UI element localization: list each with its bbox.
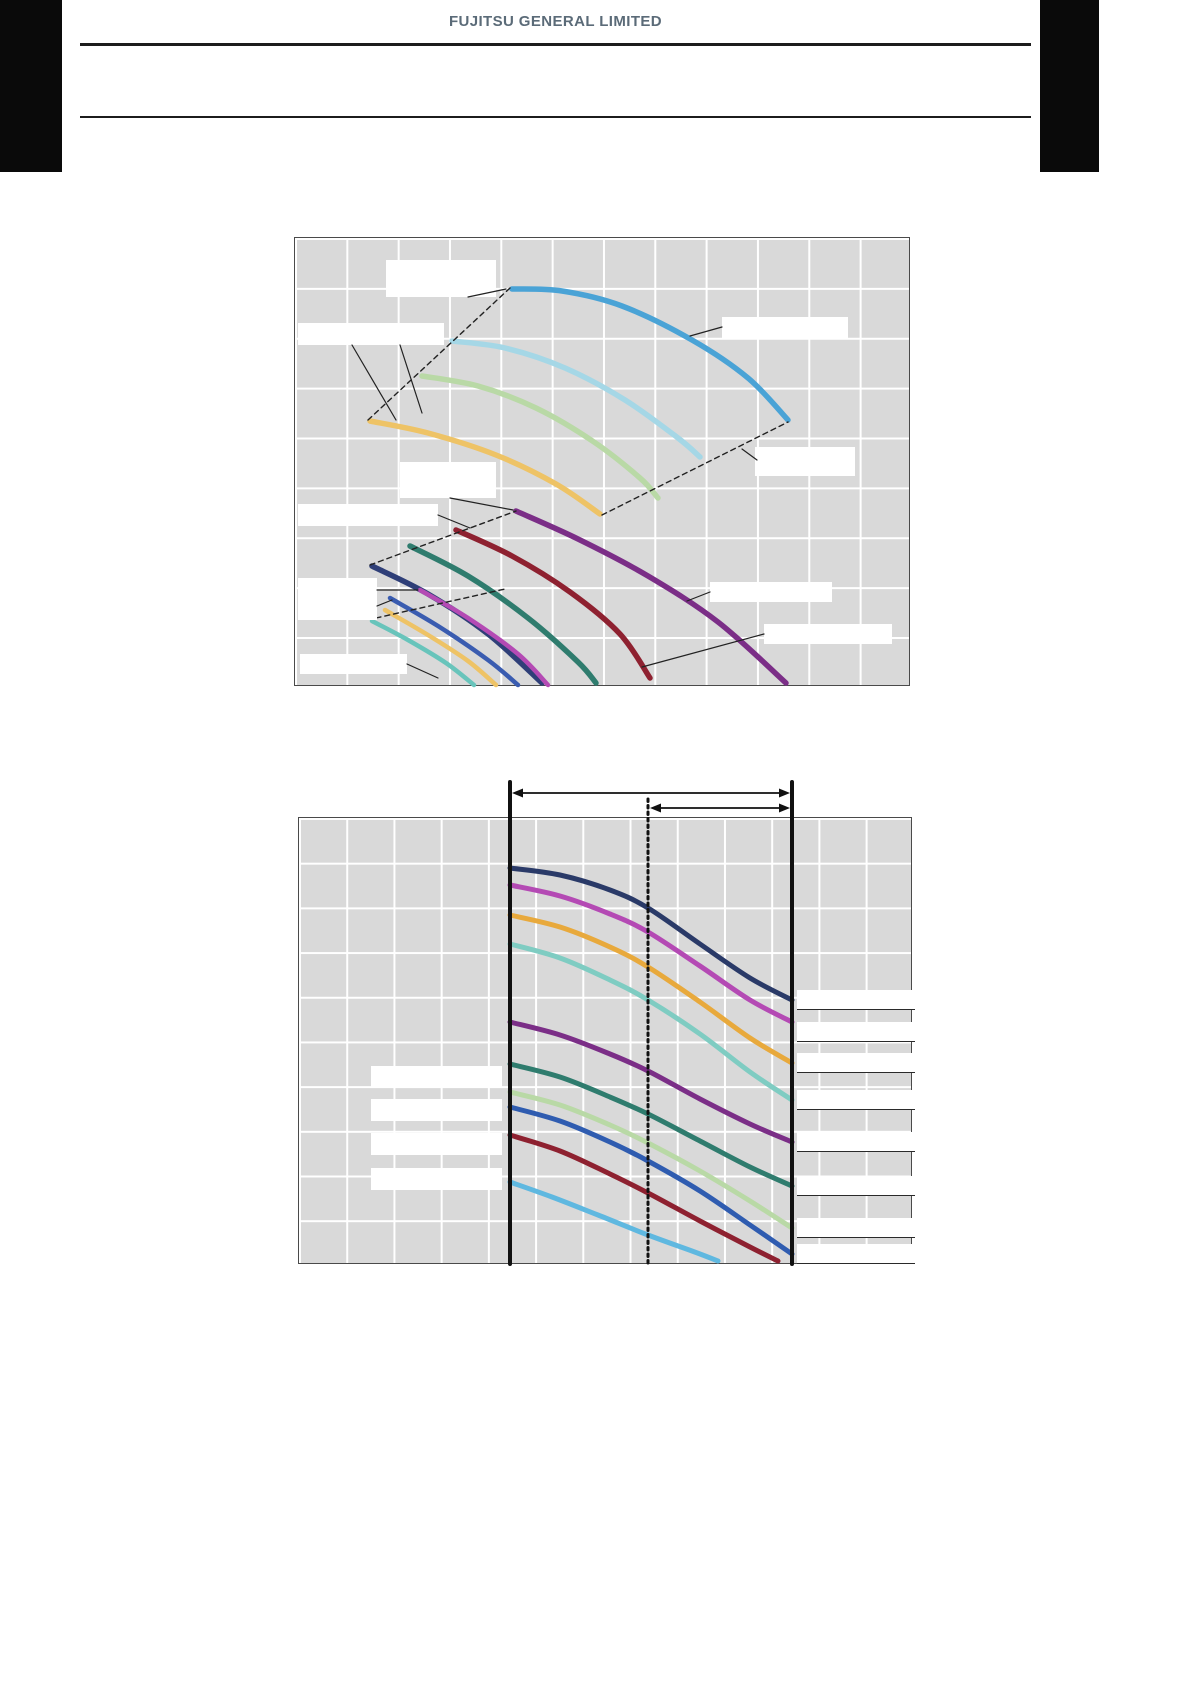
chart1-callout-label-7 [710, 582, 832, 602]
chart1-leader-line-0 [467, 288, 507, 298]
header-rule-top [80, 43, 1031, 46]
chart2-fan-curve-teal [507, 1061, 795, 1189]
chart1-leader-line-1 [351, 344, 397, 421]
chart1-cluster-curve-amber [382, 607, 499, 688]
chart2-fan-curve-orange [507, 912, 795, 1066]
chart2-callout-label-0 [371, 1066, 502, 1088]
chart1-callout-label-6 [298, 578, 377, 620]
chart1-callout-label-1 [298, 323, 444, 345]
chart2-range-arrow-1 [650, 803, 790, 813]
chart1-upper-curve-pale-cyan [449, 338, 703, 460]
chart1-callout-label-3 [755, 447, 855, 476]
chart2-fan-curve-blue [507, 1104, 795, 1257]
chart1-cluster-curve-magenta [417, 587, 551, 688]
chart1-upper-curve-pale-green [419, 373, 661, 501]
chart1-dashed-line-1 [601, 421, 789, 516]
chart1-dashed-line-0 [367, 287, 511, 421]
chart2-fan-curve-pale-green [507, 1089, 795, 1231]
chart2-grid [298, 817, 912, 1264]
chart2-callout-label-9 [797, 1176, 915, 1196]
chart1-leader-line-9 [686, 591, 711, 602]
chart2-callout-label-5 [797, 1022, 915, 1042]
chart1-callout-label-9 [300, 654, 407, 674]
chart2-range-arrow-0-head-0 [512, 788, 523, 798]
chart2-callout-label-1 [371, 1099, 502, 1121]
chart1-cluster-curve-blue [387, 595, 521, 688]
chart2-fan-curve-magenta [507, 882, 795, 1025]
chart1-callout-label-4 [400, 462, 496, 498]
chart1-dashed-line-3 [375, 588, 506, 619]
header-rule-bottom [80, 116, 1031, 118]
chart1-leader-line-11 [406, 663, 439, 679]
chart2-fan-curve-navy [507, 865, 795, 1003]
chart1-dashed-line-2 [369, 510, 517, 566]
chart1-callout-label-8 [764, 624, 892, 644]
chart2-callout-label-11 [797, 1244, 915, 1264]
chart2-callout-label-10 [797, 1218, 915, 1238]
chart1-upper-curve-blue [509, 286, 791, 423]
chart2-range-arrow-1-head-0 [650, 803, 661, 813]
chart1-lower-curve-navy [369, 563, 545, 686]
chart1-leader-line-3 [689, 326, 723, 337]
chart2-fan-curve-dark-red [507, 1132, 781, 1264]
chart2-callout-label-8 [797, 1132, 915, 1152]
chart1-leader-line-5 [449, 497, 514, 511]
chart1-leader-line-10 [641, 633, 765, 668]
chart2-range-arrow-0-head-1 [779, 788, 790, 798]
chart1-lower-curve-dark-red [453, 527, 653, 681]
page-corner-block-right [1040, 0, 1099, 172]
chart1-lower-curve-teal [407, 543, 599, 686]
chart1-callout-label-2 [722, 317, 848, 339]
chart2-callout-label-2 [371, 1133, 502, 1155]
chart2-fan-curve-light-blue [507, 1179, 721, 1264]
chart1-grid [294, 237, 910, 686]
chart1-leader-line-8 [376, 599, 393, 607]
company-header: FUJITSU GENERAL LIMITED [448, 13, 663, 30]
chart2-fan-curve-purple [507, 1019, 795, 1145]
chart1-callout-label-5 [298, 504, 438, 526]
chart2-range-arrow-1-head-1 [779, 803, 790, 813]
chart2-callout-label-7 [797, 1090, 915, 1110]
chart1-leader-line-2 [399, 344, 423, 414]
chart2-callout-label-3 [371, 1168, 502, 1190]
chart2-callout-label-4 [797, 990, 915, 1010]
page-corner-block-left [0, 0, 62, 172]
chart1-cluster-curve-light-teal [369, 618, 477, 688]
chart1-upper-curve-amber [367, 418, 603, 517]
chart2-callout-label-6 [797, 1053, 915, 1073]
chart1-lower-curve-purple [513, 508, 789, 686]
chart2-range-arrow-0 [512, 788, 790, 798]
chart2-fan-curve-light-teal [507, 941, 795, 1103]
chart1-leader-line-6 [437, 514, 471, 529]
chart1-leader-line-4 [741, 448, 758, 461]
chart1-callout-label-0 [386, 260, 496, 297]
